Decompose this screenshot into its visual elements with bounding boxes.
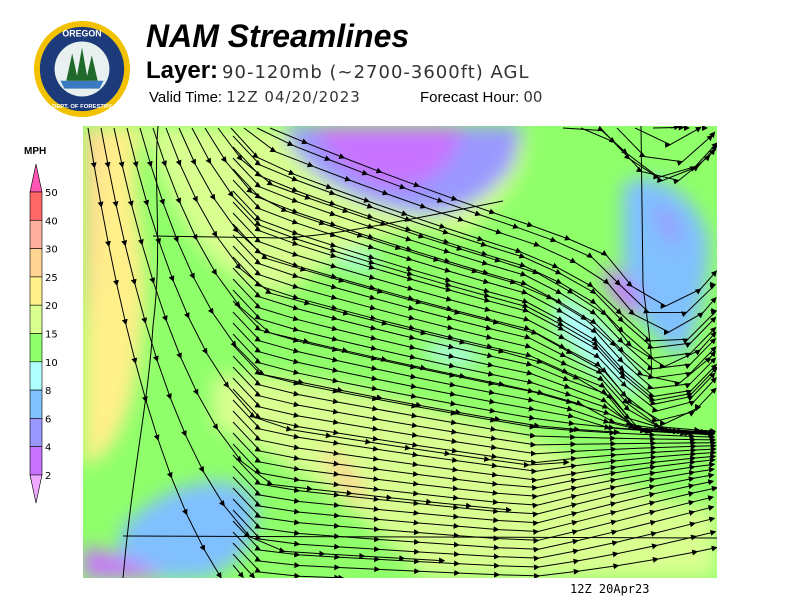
legend-swatch [29,276,43,306]
legend-unit: MPH [24,146,46,157]
legend-swatch [29,389,43,419]
timestamp: 12Z 20Apr23 [570,582,650,596]
legend-tick-label: 20 [45,301,58,312]
legend-tick-label: 50 [45,188,58,199]
forecast-hour-value: 00 [523,88,543,106]
legend-swatch [29,220,43,249]
layer-value: 90-120mb (~2700-3600ft) AGL [222,62,530,83]
legend-swatch [29,361,43,391]
svg-text:DEPT. OF FORESTRY: DEPT. OF FORESTRY [52,104,112,110]
oregon-department-of-forestry-logo: OREGON DEPT. OF FORESTRY [33,20,131,118]
streamline-map [83,126,717,578]
streamline [232,564,244,578]
valid-time-value: 12Z 04/20/2023 [226,88,361,106]
layer-info: Layer: 90-120mb (~2700-3600ft) AGL [146,57,530,85]
legend-arrow-bottom [29,474,43,504]
legend-tick-label: 40 [45,216,58,227]
streamline [670,126,680,131]
legend-arrow-top [29,163,43,193]
legend-tick-label: 30 [45,245,58,256]
legend-swatch [29,248,43,278]
streamline [232,553,256,578]
legend-tick-label: 10 [45,358,58,369]
legend-tick-label: 25 [45,273,58,284]
legend-tick-label: 6 [45,414,51,425]
legend-swatch [29,191,43,221]
legend-tick-label: 8 [45,386,51,397]
legend-tick-label: 2 [45,471,51,482]
wind-speed-legend: MPH 50 40 30 25 20 15 10 8 6 4 2 [24,146,58,504]
legend-tick-label: 15 [45,330,58,341]
valid-time-label: Valid Time: [149,89,223,106]
streamline [232,531,717,578]
valid-time: Valid Time: 12Z 04/20/2023 [149,88,361,106]
forecast-hour: Forecast Hour: 00 [420,88,542,106]
legend-swatch [29,304,43,334]
legend-swatch [29,418,43,447]
legend-tick-label: 4 [45,443,51,454]
streamlines [87,126,717,578]
legend-swatch [29,333,43,363]
svg-text:OREGON: OREGON [62,29,101,39]
streamline [232,542,345,578]
forecast-hour-label: Forecast Hour: [420,89,520,106]
streamline [616,127,716,167]
page-title: NAM Streamlines [146,18,410,54]
legend-swatch [29,446,43,476]
streamline [634,126,702,148]
streamline [652,126,685,131]
layer-label: Layer: [146,57,219,84]
